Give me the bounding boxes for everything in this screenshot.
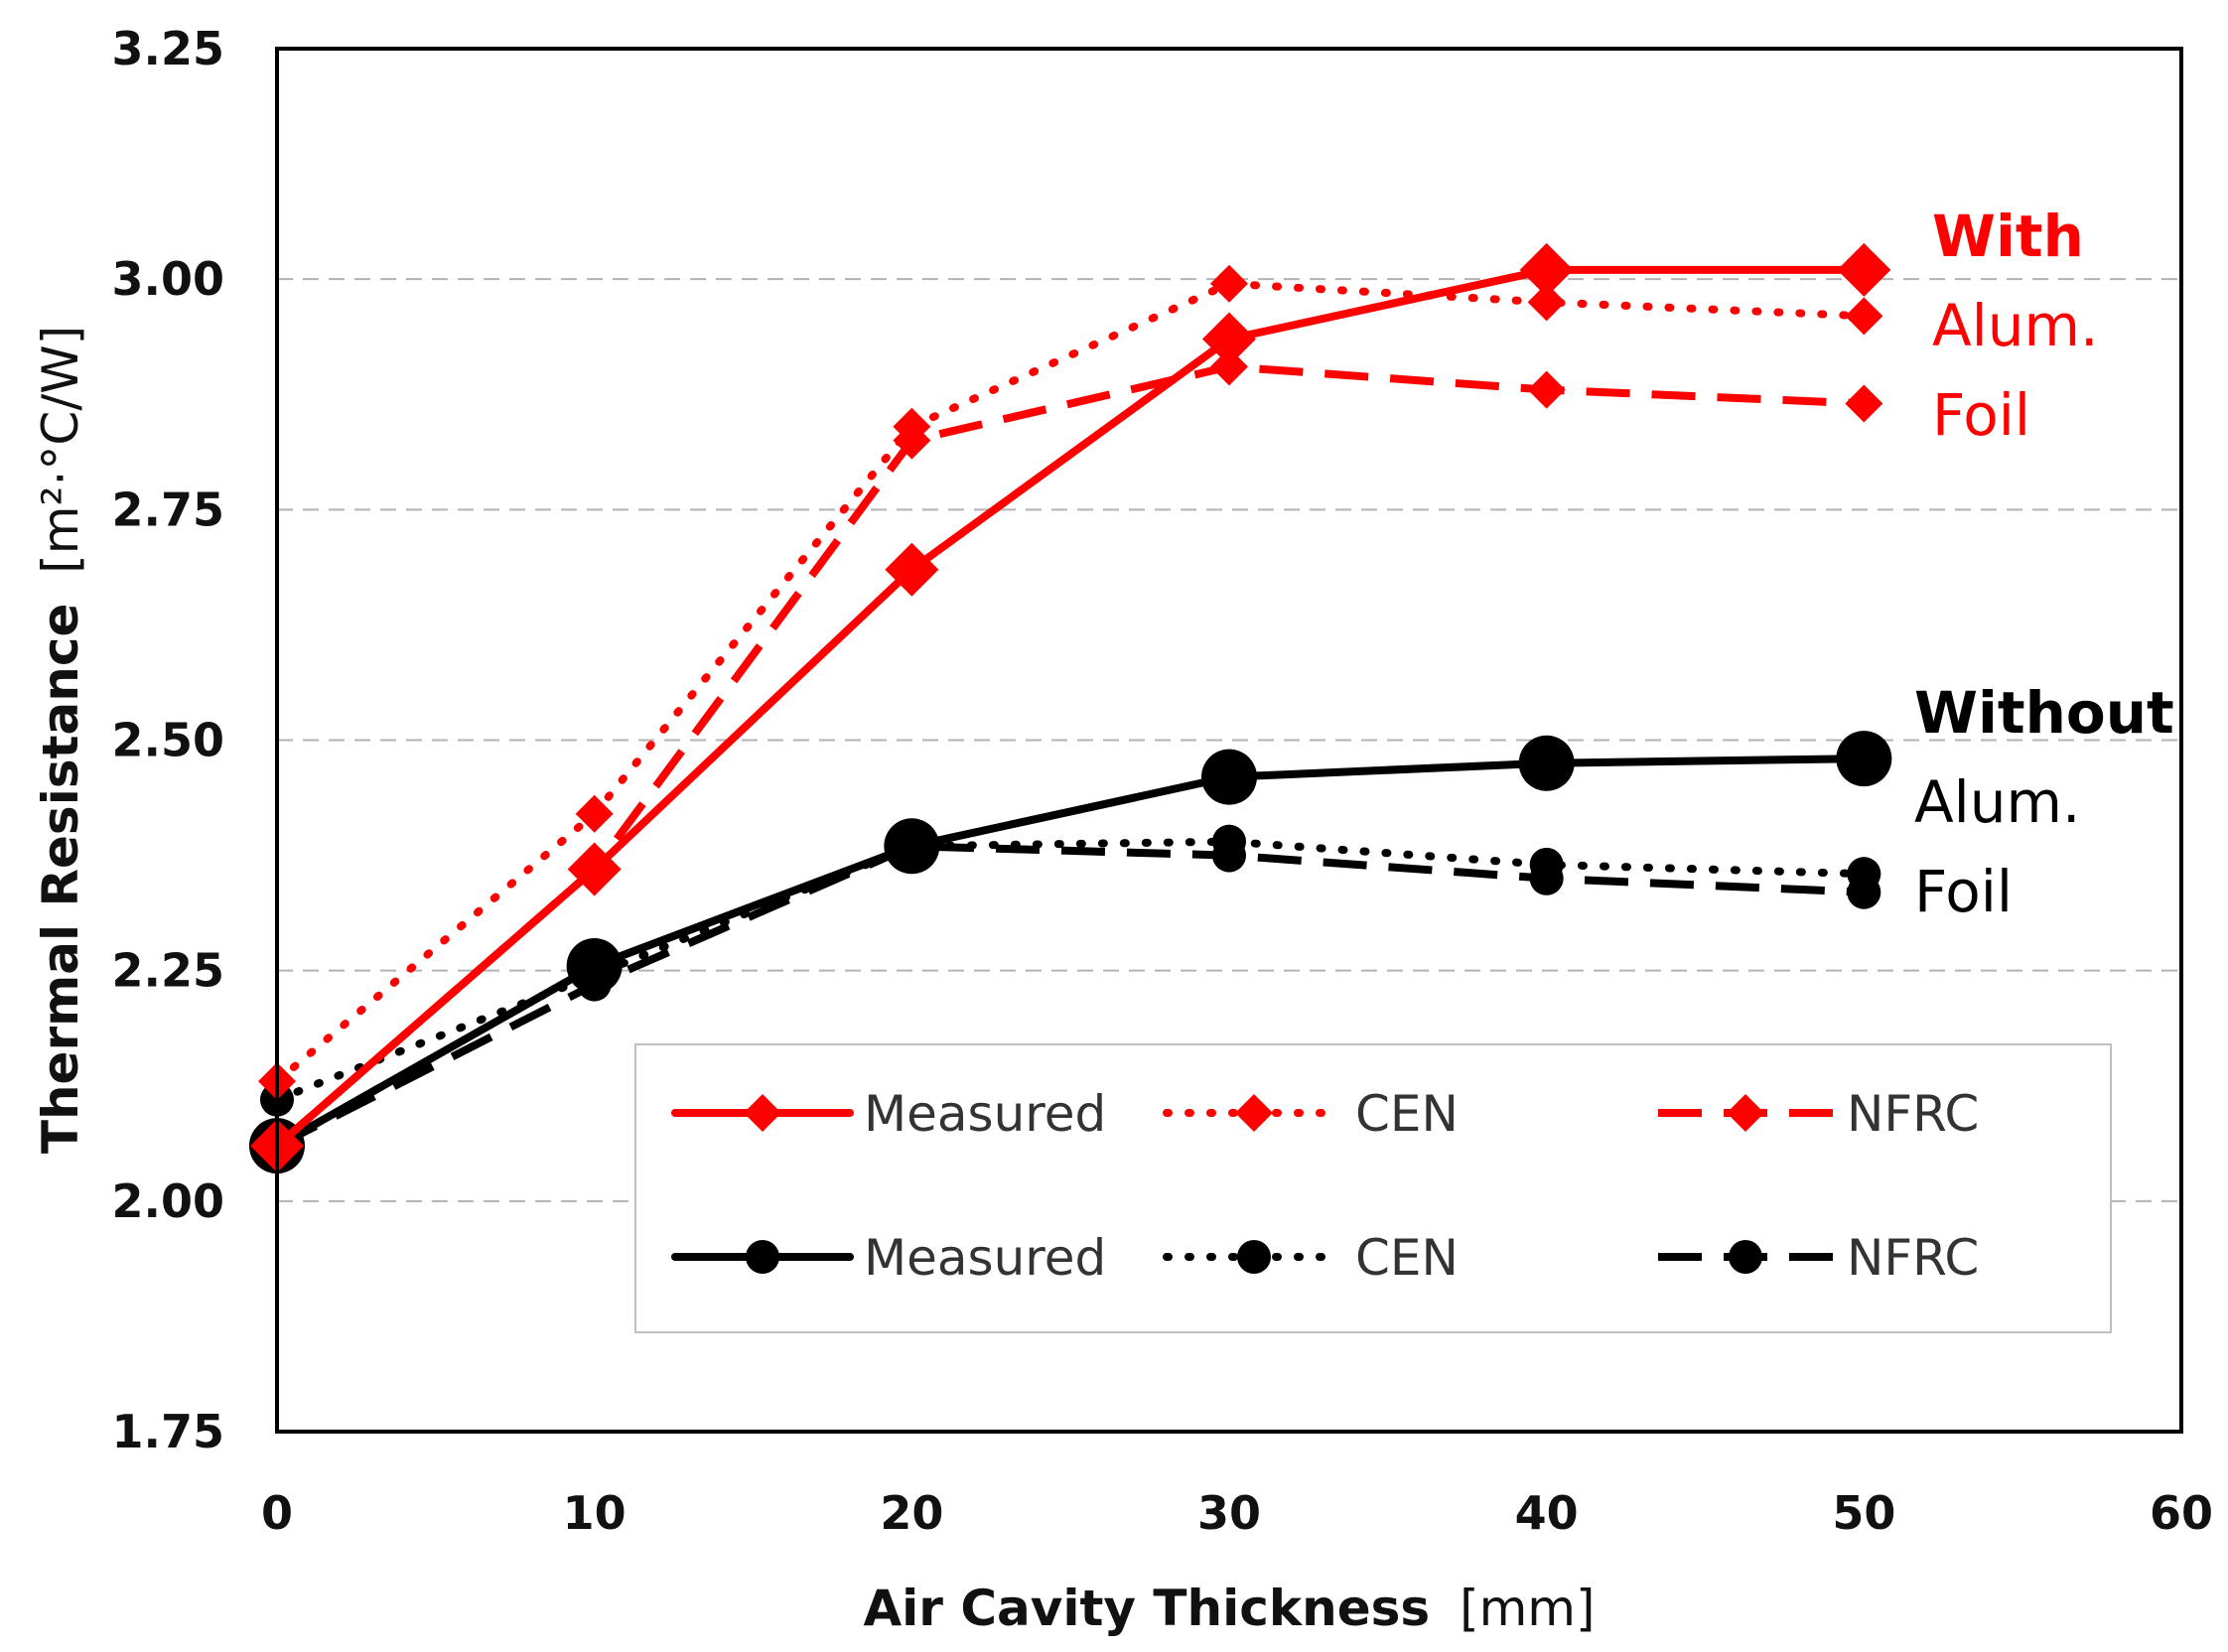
- point-4-4: [1529, 847, 1564, 882]
- plot-area-frame: [275, 47, 2183, 1434]
- x-tick-label-4: 40: [1515, 1486, 1579, 1540]
- x-axis-title-main: Air Cavity Thickness: [863, 1580, 1430, 1637]
- annotation-with-line-1: With: [1932, 203, 2084, 270]
- point-1-5: [1845, 297, 1883, 336]
- point-1-4: [1527, 283, 1566, 322]
- point-4-3: [1212, 824, 1246, 859]
- legend-label-1: CEN: [1355, 1085, 1459, 1143]
- legend-entry-4: CEN: [1163, 1229, 1459, 1287]
- y-tick-label-4: 2.75: [112, 482, 225, 536]
- annotation-with-alum-foil: With Alum. Foil: [1932, 203, 2099, 449]
- point-0-1: [567, 842, 622, 896]
- annotation-without-alum-foil: Without Alum. Foil: [1914, 679, 2174, 925]
- series-1: [258, 264, 1883, 1101]
- point-3-3: [1201, 749, 1257, 805]
- plot-series: [249, 242, 1892, 1174]
- point-2-4: [1527, 370, 1566, 409]
- y-tick-label-3: 2.50: [112, 714, 225, 767]
- series-0: [250, 242, 1891, 1173]
- y-tick-label-0: 1.75: [112, 1405, 225, 1458]
- point-1-2: [893, 407, 931, 446]
- legend-marker-1: [1235, 1094, 1273, 1132]
- series-line-5: [275, 842, 1865, 1150]
- point-3-2: [884, 818, 940, 875]
- y-tick-label-2: 2.25: [112, 944, 225, 998]
- x-axis-title: Air Cavity Thickness [mm]: [863, 1580, 1595, 1637]
- legend-marker-4: [1237, 1240, 1271, 1274]
- point-0-4: [1519, 242, 1574, 297]
- legend-label-0: Measured: [864, 1085, 1106, 1143]
- x-axis-title-unit: [mm]: [1460, 1580, 1595, 1637]
- x-tick-label-6: 60: [2150, 1486, 2213, 1540]
- legend-marker-3: [746, 1240, 779, 1274]
- legend-marker-2: [1727, 1094, 1764, 1132]
- legend-entry-5: NFRC: [1658, 1229, 1979, 1287]
- legend-label-5: NFRC: [1847, 1229, 1979, 1287]
- y-axis-ticks: 1.75 2.00 2.25 2.50 2.75 3.00 3.25: [112, 22, 225, 1458]
- point-4-5: [1847, 857, 1881, 892]
- legend-entry-2: NFRC: [1658, 1085, 1979, 1143]
- x-tick-label-3: 30: [1197, 1486, 1261, 1540]
- legend-box: [634, 1043, 2112, 1333]
- point-3-5: [1836, 731, 1892, 787]
- annotation-without-line-2: Alum.: [1914, 768, 2081, 836]
- point-0-5: [1837, 242, 1891, 297]
- point-1-1: [575, 794, 614, 833]
- point-2-3: [1210, 347, 1248, 386]
- legend-label-4: CEN: [1355, 1229, 1459, 1287]
- point-3-1: [566, 938, 623, 995]
- x-tick-label-1: 10: [563, 1486, 627, 1540]
- legend-label-3: Measured: [864, 1229, 1106, 1287]
- y-axis-title-unit: [m²·°C/W]: [32, 326, 89, 574]
- legend-label-2: NFRC: [1847, 1085, 1979, 1143]
- legend-entry-1: CEN: [1163, 1085, 1459, 1143]
- y-tick-label-6: 3.25: [112, 22, 225, 75]
- y-tick-label-1: 2.00: [112, 1174, 225, 1228]
- y-tick-label-5: 3.00: [112, 252, 225, 306]
- point-1-3: [1210, 264, 1248, 303]
- annotation-without-line-3: Foil: [1914, 858, 2013, 925]
- legend: Measured CEN NFRC Measured CEN NFRC: [634, 1043, 2112, 1333]
- series-line-0: [273, 265, 1869, 1151]
- x-tick-label-5: 50: [1832, 1486, 1895, 1540]
- y-axis-title: Thermal Resistance [m²·°C/W]: [32, 326, 89, 1154]
- legend-entry-3: Measured: [671, 1229, 1106, 1287]
- y-axis-title-main: Thermal Resistance: [32, 604, 89, 1155]
- legend-marker-0: [744, 1094, 781, 1132]
- x-tick-label-0: 0: [261, 1486, 293, 1540]
- point-3-4: [1518, 735, 1575, 791]
- point-0-2: [885, 542, 939, 597]
- annotation-with-line-2: Alum.: [1932, 292, 2099, 359]
- legend-marker-5: [1729, 1240, 1762, 1274]
- point-2-5: [1845, 384, 1883, 423]
- x-tick-label-2: 20: [880, 1486, 943, 1540]
- series-line-1: [273, 279, 1869, 1086]
- series-2: [258, 347, 1883, 1166]
- legend-entry-0: Measured: [671, 1085, 1106, 1143]
- point-0-3: [1202, 312, 1256, 366]
- series-line-3: [273, 755, 1869, 1151]
- x-axis-ticks: 0 10 20 30 40 50 60: [261, 1486, 2213, 1540]
- annotation-with-line-3: Foil: [1932, 381, 2030, 449]
- annotation-without-line-1: Without: [1914, 679, 2174, 747]
